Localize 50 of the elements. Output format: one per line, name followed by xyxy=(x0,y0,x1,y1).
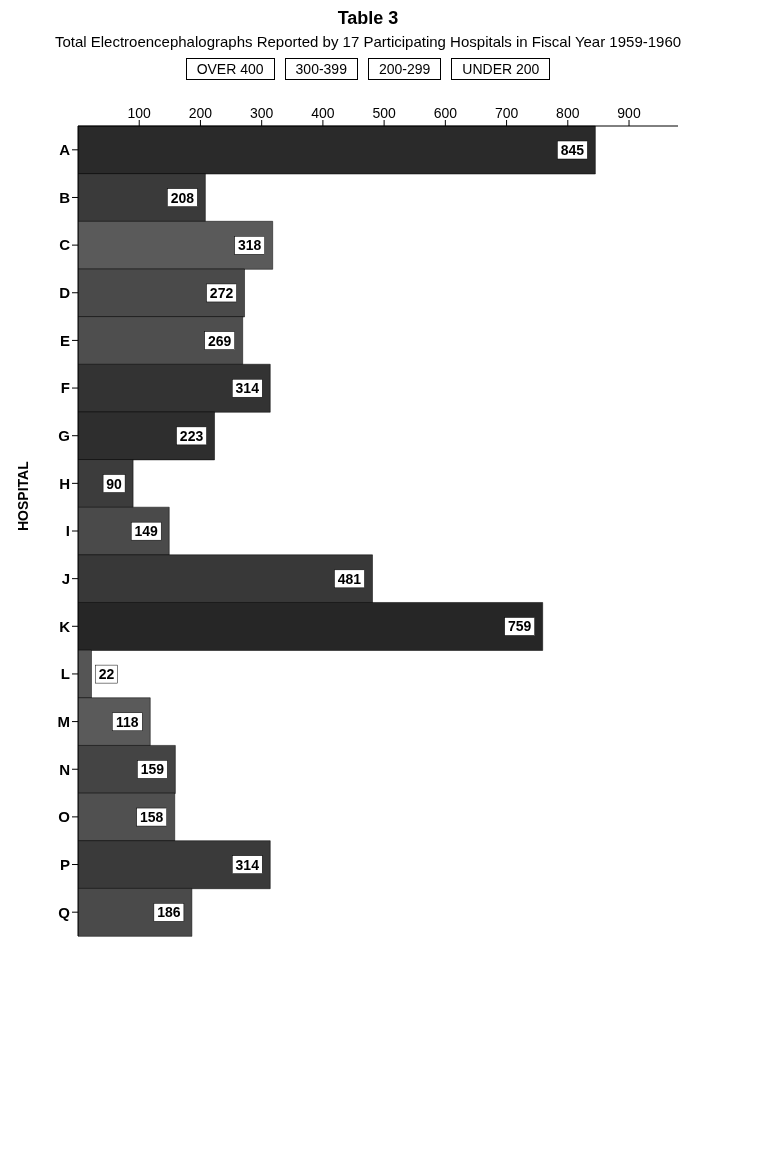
data-label: 149 xyxy=(134,523,159,540)
text: 200-299 xyxy=(367,58,442,80)
y-tick-label: B xyxy=(59,188,71,206)
data-label: 90 xyxy=(106,475,123,492)
data-label: 759 xyxy=(508,618,532,635)
data-label: 318 xyxy=(238,237,262,254)
data-label: 223 xyxy=(179,427,204,444)
x-tick-label: 100 xyxy=(127,105,152,121)
x-tick-label: 700 xyxy=(494,105,519,121)
chart-title: Table 3 xyxy=(336,8,400,29)
x-tick-label: 600 xyxy=(433,105,458,121)
x-tick-label: 900 xyxy=(617,105,641,121)
data-label: 159 xyxy=(140,761,165,778)
y-tick-label: G xyxy=(58,427,70,445)
y-tick-label: F xyxy=(60,379,70,397)
y-tick-label: A xyxy=(59,141,71,159)
x-tick-label: 400 xyxy=(311,105,335,121)
text: OVER 400 xyxy=(185,58,275,80)
y-tick-label: M xyxy=(57,712,70,730)
data-label: 186 xyxy=(157,904,181,921)
y-tick-label: E xyxy=(59,331,70,349)
y-tick-label: P xyxy=(59,855,70,873)
x-tick-label: 500 xyxy=(372,105,397,121)
data-label: 22 xyxy=(98,666,115,683)
y-tick-label: J xyxy=(61,569,70,587)
data-label: 845 xyxy=(560,142,585,158)
y-tick-label: L xyxy=(60,665,70,683)
y-tick-label: K xyxy=(59,617,71,635)
data-label: 481 xyxy=(337,570,362,587)
data-label: 269 xyxy=(208,332,232,349)
y-tick-label: Q xyxy=(58,903,71,921)
data-label: 208 xyxy=(170,189,195,206)
x-tick-label: 300 xyxy=(249,105,274,121)
y-tick-label: I xyxy=(65,522,70,540)
data-label: 272 xyxy=(209,284,234,301)
y-tick-label: N xyxy=(59,760,70,778)
data-label: 158 xyxy=(140,809,164,826)
data-label: 314 xyxy=(235,856,260,873)
chart-subtitle: Total Electroencephalographs Reported by 17 Participating Hospitals in Fiscal Year 1959-1960 xyxy=(53,33,683,50)
data-label: 118 xyxy=(115,713,139,730)
data-label: 314 xyxy=(235,380,260,397)
y-axis-title: HOSPITAL xyxy=(14,460,31,531)
y-tick-label: O xyxy=(58,808,71,826)
y-tick-label: H xyxy=(59,474,70,492)
y-tick-label: D xyxy=(59,284,71,302)
text: UNDER 200 xyxy=(451,58,551,80)
y-tick-label: C xyxy=(59,236,71,254)
x-tick-label: 800 xyxy=(556,105,580,121)
text: 300-399 xyxy=(284,58,358,80)
x-tick-label: 200 xyxy=(188,105,213,121)
